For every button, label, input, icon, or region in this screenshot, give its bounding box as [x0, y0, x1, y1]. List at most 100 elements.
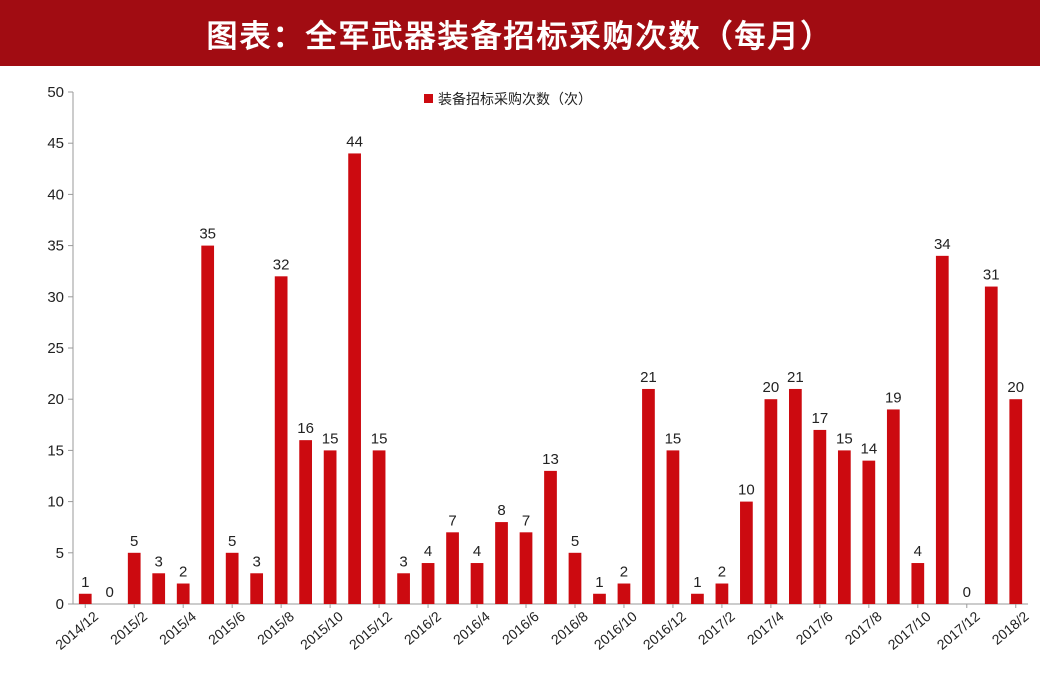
bar	[642, 388, 655, 604]
bar	[984, 286, 998, 604]
x-tick-label: 2015/2	[107, 608, 150, 648]
data-label: 17	[812, 410, 829, 427]
bar	[691, 593, 704, 604]
data-label: 4	[914, 543, 922, 560]
data-label: 15	[665, 430, 682, 447]
y-tick-label: 25	[47, 340, 64, 357]
x-tick-label: 2015/4	[156, 608, 199, 648]
x-tick-label: 2016/10	[591, 608, 640, 653]
data-label: 3	[252, 553, 260, 570]
bar	[421, 563, 435, 604]
bar	[617, 583, 631, 604]
data-label: 10	[738, 482, 755, 499]
y-axis: 0 5 10 15 20 25 30 35 40 45 50	[47, 84, 74, 613]
data-label: 15	[322, 430, 339, 447]
bars	[78, 153, 1023, 604]
bar	[250, 573, 264, 604]
bar	[593, 593, 606, 604]
data-label: 5	[228, 533, 236, 550]
data-label: 32	[273, 256, 290, 273]
data-label: 34	[934, 236, 951, 253]
data-label: 20	[1007, 379, 1024, 396]
legend-swatch	[424, 94, 433, 103]
x-tick-label: 2015/6	[205, 608, 248, 648]
x-axis: 2014/12 2015/2 2015/4 2015/6 2015/8 2015/10 20…	[52, 603, 1032, 653]
data-label: 5	[130, 533, 138, 550]
bar	[225, 552, 239, 604]
data-label: 14	[860, 441, 877, 458]
data-label: 20	[763, 379, 780, 396]
bar	[544, 470, 557, 604]
x-tick-label: 2015/12	[346, 608, 395, 653]
title-bar: 图表：全军武器装备招标采购次数（每月）	[0, 0, 1040, 66]
bar	[397, 573, 410, 604]
bar	[911, 563, 925, 604]
data-label: 2	[179, 564, 187, 581]
bar	[886, 409, 900, 604]
data-label: 19	[885, 389, 902, 406]
x-tick-label: 2017/2	[695, 608, 738, 648]
bar	[519, 532, 533, 604]
x-tick-label: 2016/8	[548, 608, 591, 648]
data-label: 3	[399, 553, 407, 570]
data-label: 7	[448, 512, 456, 529]
data-label: 13	[542, 451, 559, 468]
data-label: 21	[787, 369, 804, 386]
x-tick-label: 2015/8	[254, 608, 297, 648]
bar	[495, 522, 508, 604]
chart-title: 图表：全军武器装备招标采购次数（每月）	[206, 18, 834, 55]
y-tick-label: 0	[56, 596, 64, 613]
bar	[789, 388, 802, 604]
bar	[78, 593, 92, 604]
data-label: 4	[473, 543, 481, 560]
data-label: 2	[718, 564, 726, 581]
bar	[323, 450, 337, 604]
bar	[446, 532, 459, 604]
y-tick-label: 5	[56, 545, 64, 562]
bar	[568, 552, 582, 604]
bar	[152, 573, 166, 604]
bar	[837, 450, 851, 604]
bar	[127, 552, 141, 604]
bar	[862, 460, 876, 604]
x-tick-label: 2018/2	[989, 608, 1032, 648]
bar	[274, 276, 288, 604]
x-tick-label: 2017/6	[793, 608, 836, 648]
data-label: 1	[693, 574, 701, 591]
data-label: 21	[640, 369, 657, 386]
y-tick-label: 35	[47, 238, 64, 255]
data-label: 5	[571, 533, 579, 550]
x-tick-label: 2017/8	[842, 608, 885, 648]
data-label: 2	[620, 564, 628, 581]
data-label: 16	[297, 420, 314, 437]
bar	[715, 583, 729, 604]
data-label: 8	[497, 502, 505, 519]
data-label: 7	[522, 512, 530, 529]
y-tick-label: 20	[47, 391, 64, 408]
legend-label: 装备招标采购次数（次）	[438, 91, 592, 108]
bar	[299, 440, 312, 604]
x-tick-label: 2016/6	[499, 608, 542, 648]
bar	[348, 153, 361, 604]
data-label: 15	[371, 430, 388, 447]
x-tick-label: 2016/2	[401, 608, 444, 648]
bar	[1009, 399, 1023, 604]
bar	[935, 255, 949, 604]
bar	[470, 563, 484, 604]
x-tick-label: 2017/10	[885, 608, 934, 653]
data-label: 35	[199, 226, 216, 243]
data-label: 44	[346, 133, 363, 150]
y-tick-label: 50	[47, 84, 64, 101]
data-label: 15	[836, 430, 853, 447]
y-tick-label: 15	[47, 442, 64, 459]
x-tick-label: 2016/4	[450, 608, 493, 648]
bar	[372, 450, 386, 604]
bar	[813, 429, 827, 604]
y-tick-label: 10	[47, 494, 64, 511]
bar	[201, 245, 215, 604]
bar	[740, 501, 753, 604]
y-tick-label: 30	[47, 289, 64, 306]
data-label: 1	[81, 574, 89, 591]
data-label: 0	[106, 584, 114, 601]
